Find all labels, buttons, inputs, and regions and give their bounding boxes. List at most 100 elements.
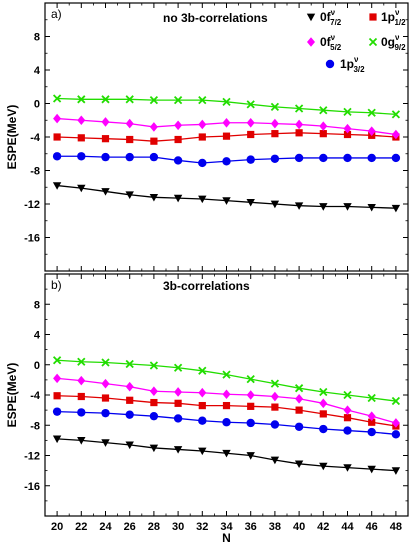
panel-b-series-0g9-2-point-stroke-b xyxy=(270,379,280,388)
legend-entry-0f7-2-main: 0f xyxy=(320,10,332,24)
panel-b-xtick-label: 26 xyxy=(124,521,136,533)
panel-b-xtick-label: 20 xyxy=(51,521,63,533)
legend-entry-0g9-2: 0gν 9/2 xyxy=(368,33,406,52)
legend-entry-0f7-2: 0fν 7/2 xyxy=(306,8,342,27)
panel-b-series-0g9-2-point xyxy=(367,393,376,403)
panel-a-tag: a) xyxy=(51,7,62,21)
legend-entry-1p1-2-sub: 1/2 xyxy=(394,18,406,27)
panel-a-series-0g9-2-point xyxy=(101,95,110,104)
panel-b-series-1p3-2-point xyxy=(367,427,376,437)
panel-a-series-0g9-2-point xyxy=(149,96,159,105)
panel-b-tag: b) xyxy=(51,278,62,292)
panel-a-series-0g9-2-point xyxy=(77,95,86,104)
panel-a-series-0f7-2-point xyxy=(77,184,86,193)
panel-b-series-0g9-2-point-stroke-b xyxy=(222,370,231,379)
panel-b-ytick-label: -4 xyxy=(30,390,41,402)
legend-entry-0f5-2-label: 0fν 5/2 xyxy=(320,33,342,52)
panel-b-series-1p3-2-point xyxy=(222,418,231,427)
legend-entry-1p1-2-sup: ν xyxy=(395,8,400,17)
panel-a-series-0g9-2-point-stroke-b xyxy=(198,96,207,105)
panel-b-series-1p1-2-point xyxy=(174,399,182,407)
panel-b-series-0f5-2-point xyxy=(343,405,352,415)
panel-a-series-1p3-2-point xyxy=(173,156,183,165)
panel-b-series-0g9-2-point xyxy=(198,366,207,375)
panel-b-series-0f7-2-point xyxy=(77,437,86,445)
panel-a-series-0g9-2-point xyxy=(391,110,401,119)
panel-a-series-0g9-2-point xyxy=(198,96,207,105)
legend-entry-0g9-2-marker xyxy=(368,37,378,47)
panel-a-series-1p3-2-point xyxy=(149,152,159,162)
panel-a-ytick-label: -16 xyxy=(24,233,40,245)
panel-a-series-0f5-2-point xyxy=(246,117,255,128)
panel-a-series-0f7-2-point xyxy=(149,193,159,202)
panel-b-series-0g9-2-point xyxy=(77,357,86,366)
legend-entry-0f5-2-marker xyxy=(307,37,315,47)
panel-b-ytick-label: 4 xyxy=(34,330,41,342)
panel-b-series-0g9-2-point-stroke-b xyxy=(149,361,159,370)
panel-b-xtick-label: 44 xyxy=(341,521,354,533)
panel-a-series-1p3-2-point xyxy=(222,157,231,166)
legend-entry-0f7-2-label: 0fν 7/2 xyxy=(320,8,342,27)
panel-a-series-0g9-2-point-stroke-b xyxy=(173,96,183,105)
panel-b-xtick-label: 30 xyxy=(172,521,184,533)
panel-b-series-0g9-2-point-stroke-b xyxy=(125,359,134,369)
panel-b-series-0g9-2-point xyxy=(222,370,231,379)
panel-a-ytick-label: -12 xyxy=(24,199,40,211)
panel-a-series-0g9-2-point xyxy=(270,102,280,111)
panel-b-series-0f7-2-point xyxy=(343,464,352,472)
panel-b-series-0g9-2-point-stroke-b xyxy=(52,356,62,365)
panel-a-ytick-label: 0 xyxy=(34,99,40,111)
panel-b-series-1p1-2-point xyxy=(271,403,279,411)
panel-b-xtick-label: 36 xyxy=(245,521,257,533)
panel-b-series-0f7-2-point xyxy=(367,465,376,474)
panel-b-series-1p1-2-point xyxy=(247,402,255,410)
panel-b-series-0g9-2-point-stroke-b xyxy=(391,396,401,406)
panel-b-ytick-label: -8 xyxy=(30,420,40,432)
panel-a-series-1p1-2-point xyxy=(222,132,231,140)
panel-b-title: 3b-correlations xyxy=(163,279,250,293)
panel-a-series-0g9-2-point xyxy=(52,94,62,103)
legend-entry-0g9-2-marker-stroke-b xyxy=(368,37,378,47)
panel-b-series-0f5-2-point xyxy=(367,411,376,421)
panel-b-series-0g9-2-point xyxy=(246,374,255,384)
panel-a-series-0f7-2-point xyxy=(391,204,401,213)
panel-a-series-0g9-2-point xyxy=(319,106,328,115)
panel-b-series-0f5-2-point xyxy=(246,390,255,400)
panel-b-series-0f7-2-point xyxy=(222,449,231,458)
panel-a-ytick-label: -4 xyxy=(30,132,41,144)
panel-b-series-0g9-2-point xyxy=(173,363,183,372)
panel-b-xtick-label: 48 xyxy=(390,521,402,533)
panel-a-series-0f7-2-point xyxy=(173,194,183,203)
panel-b-series-1p3-2-point xyxy=(77,408,86,417)
panel-b-series-1p1-2-point xyxy=(101,394,110,402)
panel-b-series-1p3-2-point xyxy=(319,424,328,434)
panel-b-series-1p3-2-point xyxy=(198,416,207,425)
panel-b-xtick-label: 40 xyxy=(293,521,305,533)
legend-entry-1p3-2: 1pν 3/2 xyxy=(325,55,365,74)
panel-b-series-1p3-2-point xyxy=(149,411,159,421)
panel-b-series-0f5-2-point xyxy=(77,375,86,386)
legend-entry-0g9-2-sup: ν xyxy=(395,33,400,42)
panel-b-xtick-label: 24 xyxy=(99,521,112,533)
panel-b-series-1p1-2-point xyxy=(150,398,158,407)
panel-a-series-0g9-2-point-stroke-b xyxy=(52,94,62,103)
legend-entry-1p1-2-marker xyxy=(369,13,377,21)
panel-a-series-1p1-2-point xyxy=(295,129,303,137)
panel-a: 8 4 0 -4 -8 -12 -16 a) no 3b-correlations ESPE(Me… xyxy=(5,2,409,272)
panel-b-series-0f7-2-point xyxy=(198,447,207,456)
panel-a-series-1p3-2-point xyxy=(270,154,280,163)
panel-b-series-1p3-2-point xyxy=(52,407,62,416)
legend-entry-0f5-2: 0fν 5/2 xyxy=(307,33,342,52)
panel-a-series-1p1-2-point xyxy=(101,135,110,143)
panel-a-series-0f5-2-point xyxy=(367,126,376,136)
panel-a-series-0g9-2-point-stroke-b xyxy=(391,110,401,119)
panel-a-series-0f7-2-point xyxy=(367,203,376,212)
legend-entry-1p1-2-main: 1p xyxy=(381,10,395,24)
panel-a-series-0g9-2 xyxy=(52,94,401,119)
legend-entry-0f7-2-sub: 7/2 xyxy=(330,18,342,27)
panel-b-series-1p3-2-point xyxy=(270,420,280,429)
panel-a-series-0f7-2-point xyxy=(319,203,328,211)
panel-a-series-0f7-2 xyxy=(52,182,401,213)
panel-b-series-0g9-2-point-stroke-b xyxy=(173,363,183,372)
panel-b-xtick-label: 32 xyxy=(196,521,208,533)
